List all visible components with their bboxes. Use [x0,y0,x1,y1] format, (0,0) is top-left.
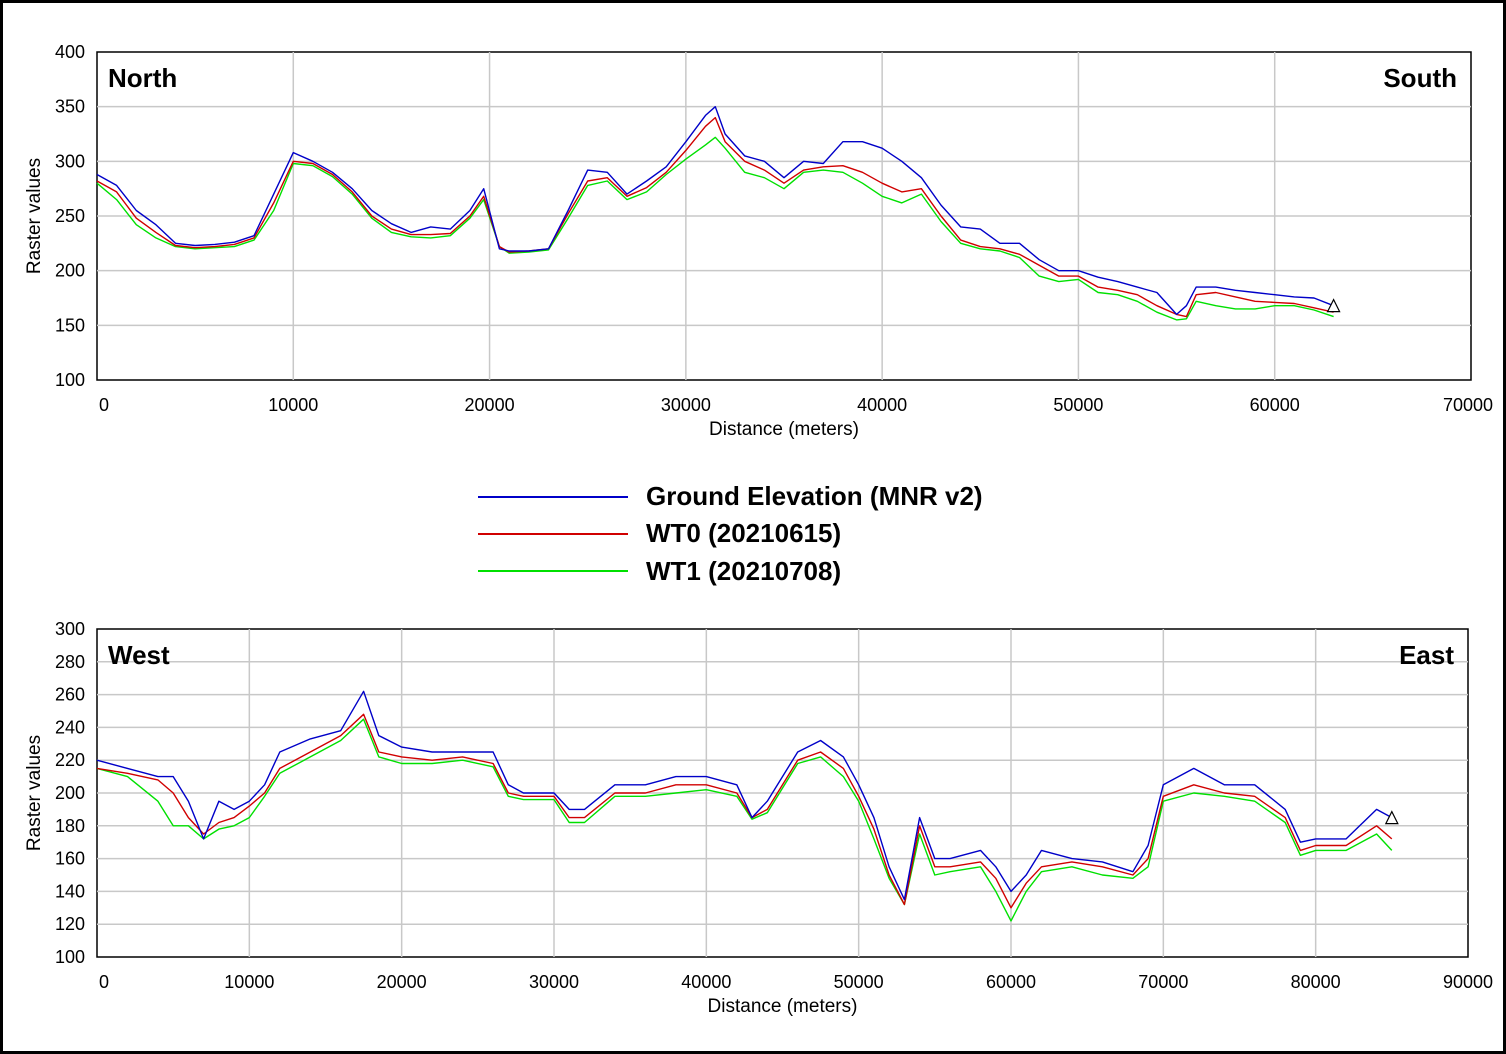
y-tick-label: 220 [55,750,85,770]
y-tick-label: 200 [55,783,85,803]
legend: Ground Elevation (MNR v2) WT0 (20210615)… [478,481,983,586]
y-tick-label: 200 [55,261,85,281]
y-axis-label: Raster values [24,735,45,851]
corner-label-left: North [108,63,177,93]
y-tick-label: 180 [55,816,85,836]
corner-label-left: West [108,640,170,670]
y-tick-label: 100 [55,947,85,967]
x-tick-label: 50000 [1053,395,1103,415]
y-tick-label: 280 [55,652,85,672]
x-tick-label: 40000 [857,395,907,415]
series-line-2 [96,718,1393,922]
x-axis-label: Distance (meters) [708,996,858,1017]
grid [97,629,1468,957]
profile-end-marker [1326,298,1341,313]
x-tick-label: 60000 [986,972,1036,992]
y-tick-label: 350 [55,97,85,117]
y-tick-label: 150 [55,315,85,335]
tick-labels: 0 10000 20000 30000 40000 50000 60000 70000 8000… [55,619,1493,992]
legend-label-wt1: WT1 (20210708) [646,556,841,586]
y-tick-label: 160 [55,849,85,869]
y-tick-label: 100 [55,370,85,390]
y-tick-label: 240 [55,717,85,737]
legend-label-ground: Ground Elevation (MNR v2) [646,481,983,511]
x-tick-label: 40000 [681,972,731,992]
chart-west-east: 0 10000 20000 30000 40000 50000 60000 70000 8000… [24,619,1493,1017]
tick-labels: 0 10000 20000 30000 40000 50000 60000 70000 100 1… [55,42,1493,415]
x-tick-label: 0 [99,972,109,992]
x-tick-label: 20000 [465,395,515,415]
x-tick-label: 10000 [268,395,318,415]
corner-label-right: East [1399,640,1454,670]
series-line-2 [96,136,1334,321]
x-tick-label: 10000 [224,972,274,992]
x-tick-label: 50000 [834,972,884,992]
y-tick-label: 400 [55,42,85,62]
x-tick-label: 0 [99,395,109,415]
x-tick-label: 30000 [529,972,579,992]
chart-north-south: 0 10000 20000 30000 40000 50000 60000 70000 100 1… [24,42,1493,440]
legend-label-wt0: WT0 (20210615) [646,518,841,548]
x-tick-label: 70000 [1443,395,1493,415]
x-tick-label: 60000 [1250,395,1300,415]
y-axis-label: Raster values [24,158,45,274]
series-lines [96,690,1399,922]
series-line-1 [96,713,1393,909]
series-line-0 [96,105,1334,316]
y-tick-label: 300 [55,151,85,171]
series-lines [96,105,1341,321]
x-axis-label: Distance (meters) [709,419,859,440]
y-tick-label: 300 [55,619,85,639]
profile-end-marker [1384,810,1399,825]
y-tick-label: 260 [55,685,85,705]
x-tick-label: 70000 [1138,972,1188,992]
y-tick-label: 250 [55,206,85,226]
series-line-0 [96,690,1393,901]
y-tick-label: 120 [55,914,85,934]
y-tick-label: 140 [55,881,85,901]
x-tick-label: 80000 [1291,972,1341,992]
x-tick-label: 90000 [1443,972,1493,992]
series-line-1 [96,116,1334,318]
corner-label-right: South [1383,63,1457,93]
x-tick-label: 30000 [661,395,711,415]
x-tick-label: 20000 [377,972,427,992]
